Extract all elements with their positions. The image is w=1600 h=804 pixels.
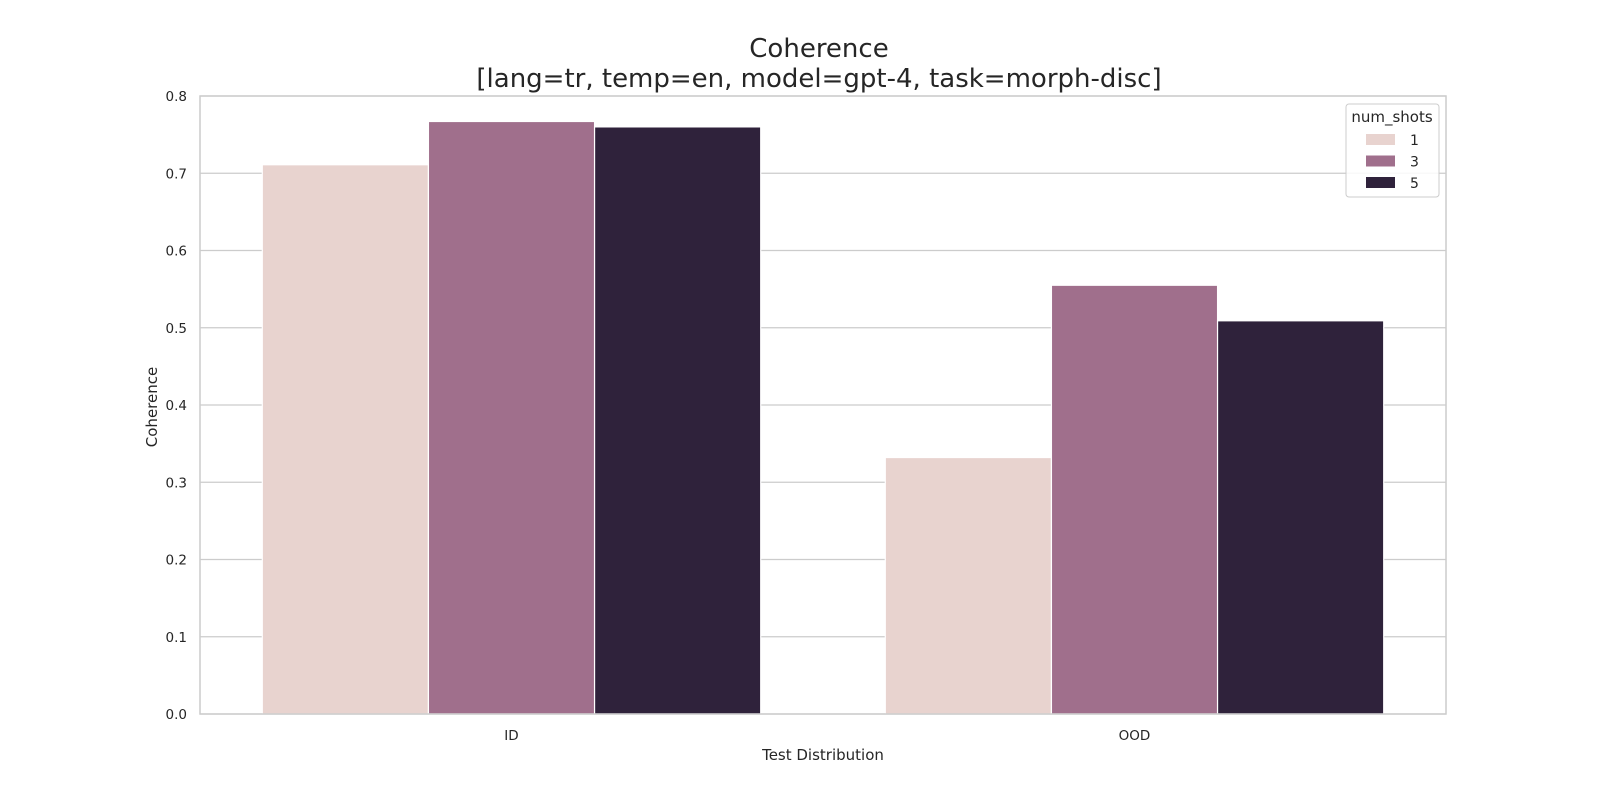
y-tick-label: 0.4 (166, 398, 187, 414)
x-axis-label: Test Distribution (761, 746, 884, 764)
y-tick-labels: 0.0 0.1 0.2 0.3 0.4 0.5 0.6 0.7 0.8 (166, 89, 187, 723)
bar-id-shots-3 (427, 120, 596, 715)
legend-entry-label: 1 (1410, 133, 1419, 149)
chart-title: Coherence (749, 34, 888, 64)
legend-title: num_shots (1351, 108, 1433, 127)
legend-swatch (1366, 134, 1395, 145)
legend-swatch (1366, 155, 1395, 167)
y-tick-label: 0.8 (166, 89, 187, 105)
bar-ood-shots-1 (884, 456, 1053, 715)
y-tick-label: 0.5 (166, 321, 187, 337)
y-tick-label: 0.2 (166, 553, 187, 569)
bar-ood-shots-3 (1050, 284, 1219, 715)
bars (261, 120, 1385, 715)
bar-ood-shots-5 (1216, 320, 1385, 715)
bar-id-shots-5 (593, 126, 762, 715)
legend-entries: 1 3 5 (1366, 133, 1419, 192)
chart-subtitle: [lang=tr, temp=en, model=gpt-4, task=mor… (476, 64, 1161, 94)
legend-frame (1345, 103, 1440, 198)
y-tick-label: 0.1 (166, 630, 187, 646)
y-axis-label: Coherence (143, 367, 161, 447)
x-tick-label: ID (504, 728, 518, 744)
y-tick-label: 0.7 (166, 166, 187, 182)
y-tick-label: 0.3 (166, 475, 187, 491)
y-tick-label: 0.6 (166, 244, 187, 260)
x-tick-label: OOD (1119, 728, 1151, 744)
y-tick-label: 0.0 (166, 707, 187, 723)
bar-id-shots-1 (261, 164, 430, 715)
legend: num_shots 1 3 5 (1345, 103, 1440, 198)
plot-frame (199, 95, 1447, 715)
legend-entry-label: 3 (1410, 155, 1419, 171)
x-tick-labels: ID OOD (504, 728, 1150, 744)
legend-swatch (1366, 177, 1395, 188)
legend-entry-label: 5 (1410, 176, 1419, 192)
